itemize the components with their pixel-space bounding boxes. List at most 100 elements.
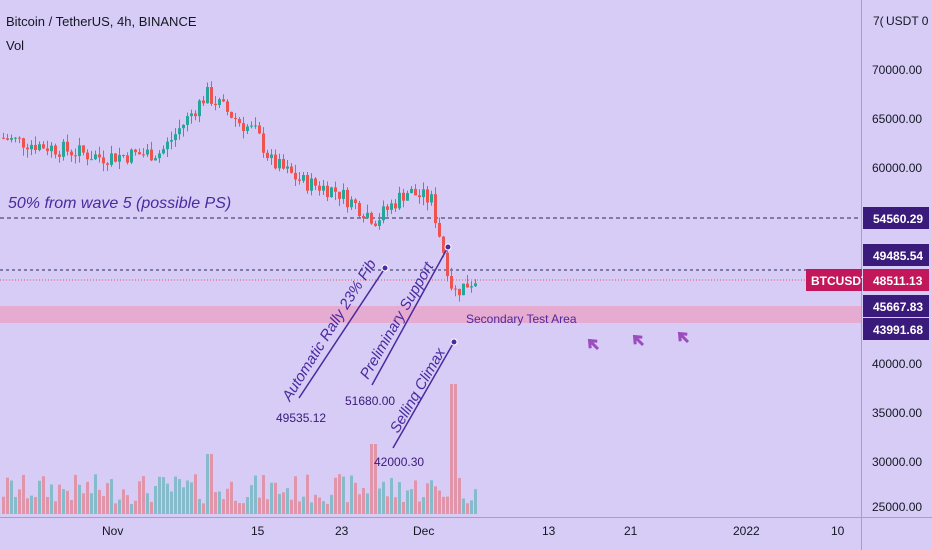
volume-bar — [158, 476, 161, 514]
ar-value: 49535.12 — [276, 411, 326, 425]
symbol-label: BTCUSDT — [811, 274, 869, 288]
volume-bar — [474, 489, 477, 514]
candle-body — [202, 100, 205, 104]
candle-body — [26, 147, 29, 150]
candle-body — [22, 138, 25, 148]
candle-body — [90, 159, 93, 161]
volume-bar — [110, 479, 113, 514]
volume-bar — [426, 483, 429, 514]
volume-bar — [202, 503, 205, 514]
volume-bar — [154, 485, 157, 514]
candle-body — [406, 193, 409, 201]
price-axis[interactable]: 70000.00 65000.00 60000.00 40000.00 3500… — [872, 63, 922, 514]
volume-bar — [338, 474, 341, 514]
volume-bar — [298, 501, 301, 514]
candle-body — [174, 134, 177, 141]
volume-bar — [178, 479, 181, 514]
candle-body — [98, 154, 101, 158]
volume-bar — [6, 477, 9, 514]
volume-bar — [374, 444, 377, 514]
candle-body — [410, 188, 413, 194]
candle-body — [346, 189, 349, 208]
volume-bar — [230, 481, 233, 514]
chart-title[interactable]: Bitcoin / TetherUS, 4h, BINANCE — [6, 14, 197, 29]
arrow-icon — [587, 338, 600, 351]
candle-body — [246, 126, 249, 131]
volume-legend[interactable]: Vol — [6, 38, 25, 53]
time-axis[interactable]: Nov 15 23 Dec 13 21 2022 10 — [102, 524, 845, 538]
time-tick: 23 — [335, 524, 349, 538]
candle-body — [42, 144, 45, 149]
volume-bar — [350, 475, 353, 514]
volume-bar — [42, 476, 45, 514]
volume-bar — [458, 477, 461, 514]
candle-body — [222, 99, 225, 102]
annotation-wave5: 50% from wave 5 (possible PS) — [8, 195, 231, 212]
volume-bar — [130, 503, 133, 514]
price-label-box — [863, 318, 929, 340]
volume-bar — [138, 481, 141, 514]
candle-body — [394, 203, 397, 209]
candle-body — [278, 159, 281, 169]
candle-body — [142, 154, 145, 156]
ar-trend-line — [298, 267, 386, 399]
volume-bar — [366, 493, 369, 514]
candle-body — [170, 140, 173, 142]
volume-bar — [342, 476, 345, 514]
volume-bar — [210, 454, 213, 514]
candle-body — [294, 172, 297, 180]
candle-body — [130, 149, 133, 163]
volume-bar — [66, 490, 69, 514]
current-price-label: 48511.13 — [873, 274, 923, 288]
candle-body — [178, 128, 181, 135]
candle-body — [158, 153, 161, 159]
volume-bar — [262, 475, 265, 514]
candle-body — [366, 212, 369, 219]
volume-bar — [266, 499, 269, 514]
candle-body — [454, 288, 457, 290]
price-label-box — [863, 295, 929, 317]
candle-body — [306, 175, 309, 191]
candle-body — [182, 124, 185, 129]
volume-bar — [378, 488, 381, 514]
price-tick: 30000.00 — [872, 455, 922, 469]
candle-body — [458, 288, 461, 296]
volume-bar — [354, 482, 357, 514]
volume-bar — [38, 480, 41, 514]
time-tick: 13 — [542, 524, 556, 538]
candle-body — [30, 144, 33, 150]
volume-bar — [462, 498, 465, 514]
volume-bar — [22, 474, 25, 514]
candle-body — [74, 155, 77, 157]
candle-body — [358, 203, 361, 217]
candle-body — [262, 133, 265, 153]
candle-body — [6, 138, 9, 140]
volume-bar — [398, 482, 401, 514]
candle-body — [470, 286, 473, 288]
candle-body — [370, 212, 373, 224]
volume-bar — [2, 496, 5, 514]
candle-body — [162, 149, 165, 154]
volume-bar — [174, 476, 177, 514]
volume-bar — [326, 503, 329, 514]
candle-body — [238, 118, 241, 124]
volume-bar — [226, 488, 229, 514]
volume-bar — [454, 384, 457, 514]
volume-bar — [406, 490, 409, 514]
current-price-box — [863, 269, 929, 291]
candle-body — [10, 138, 13, 140]
volume-bar — [142, 476, 145, 514]
volume-bar — [206, 454, 209, 514]
volume-bar — [198, 498, 201, 514]
volume-bar — [358, 494, 361, 514]
volume-bar — [470, 500, 473, 514]
candle-body — [210, 87, 213, 104]
volume-bar — [242, 503, 245, 514]
time-tick: 10 — [831, 524, 845, 538]
candle-body — [110, 153, 113, 165]
candle-body — [234, 117, 237, 119]
axis-currency[interactable]: USDT 0 — [886, 14, 929, 28]
volume-bar — [74, 474, 77, 514]
candle-body — [46, 148, 49, 152]
